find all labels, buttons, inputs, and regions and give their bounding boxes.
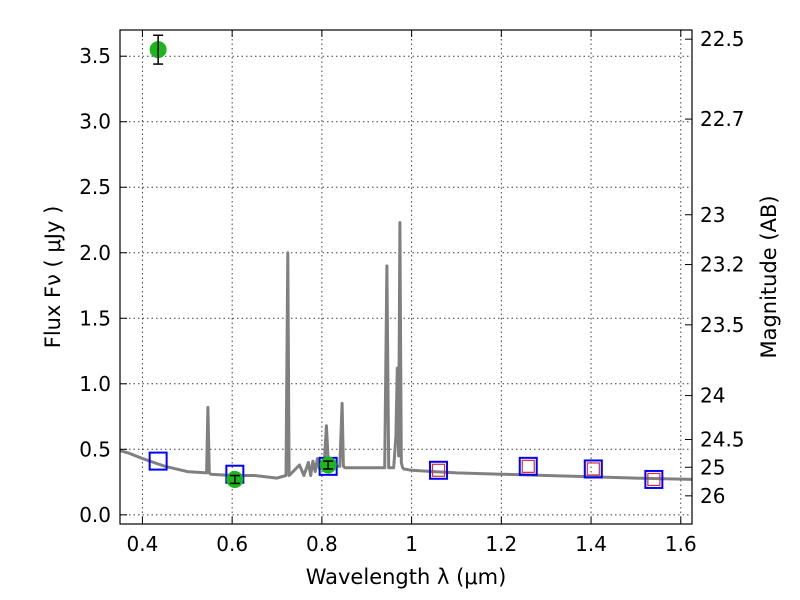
model-photometry-square-blue xyxy=(644,469,664,489)
y-tick-label: 0.5 xyxy=(79,437,111,461)
y-tick-label: 1.0 xyxy=(79,372,111,396)
series-layer xyxy=(120,34,692,489)
mag-tick-label: 24.5 xyxy=(700,427,745,451)
x-axis-label: Wavelength λ (μm) xyxy=(306,565,507,589)
y-tick-label: 0.0 xyxy=(79,503,111,527)
y-tick-label: 2.0 xyxy=(79,241,111,265)
mag-tick-label: 23.5 xyxy=(700,313,745,337)
mag-tick-label: 24 xyxy=(700,384,725,408)
x-tick-label: 1.4 xyxy=(575,532,607,556)
model-photometry-square-blue xyxy=(148,451,168,471)
model-photometry-square-blue xyxy=(518,456,538,476)
x-tick-label: 1 xyxy=(405,532,418,556)
model-photometry-square-red xyxy=(647,472,661,487)
right-axis-label: Magnitude (AB) xyxy=(757,195,781,358)
x-tick-label: 1.2 xyxy=(485,532,517,556)
model-photometry-square-red xyxy=(521,459,535,473)
x-tick-label: 0.4 xyxy=(127,532,159,556)
series-group xyxy=(120,34,692,489)
mag-tick-label: 25 xyxy=(700,455,725,479)
x-tick-label: 0.8 xyxy=(306,532,338,556)
grid-lines xyxy=(120,30,692,524)
mag-tick-label: 22.7 xyxy=(700,107,745,131)
y-tick-label: 3.0 xyxy=(79,110,111,134)
model-photometry-square-red xyxy=(586,462,600,476)
model-spectrum-line xyxy=(120,221,692,481)
axis-ticks: 0.4 0.6 0.8 1 1.2 1.4 1.6 0.0 0.5 1.0 1.5 2.0 2.5 3.0… xyxy=(79,27,744,556)
mag-tick-label: 22.5 xyxy=(700,27,745,51)
y-tick-label: 1.5 xyxy=(79,306,111,330)
mag-tick-label: 26 xyxy=(700,484,725,508)
x-tick-label: 1.6 xyxy=(665,532,697,556)
mag-tick-label: 23.2 xyxy=(700,253,745,277)
mag-tick-label: 23 xyxy=(700,203,725,227)
y-tick-label: 3.5 xyxy=(79,44,111,68)
x-tick-label: 0.6 xyxy=(216,532,248,556)
model-photometry-square-blue xyxy=(583,459,603,479)
y-axis-label: Flux Fν ( μJy ) xyxy=(41,206,65,349)
y-tick-label: 2.5 xyxy=(79,175,111,199)
model-photometry-square-red xyxy=(431,463,446,477)
plot-frame xyxy=(119,29,693,525)
model-photometry-square-blue xyxy=(429,460,449,480)
